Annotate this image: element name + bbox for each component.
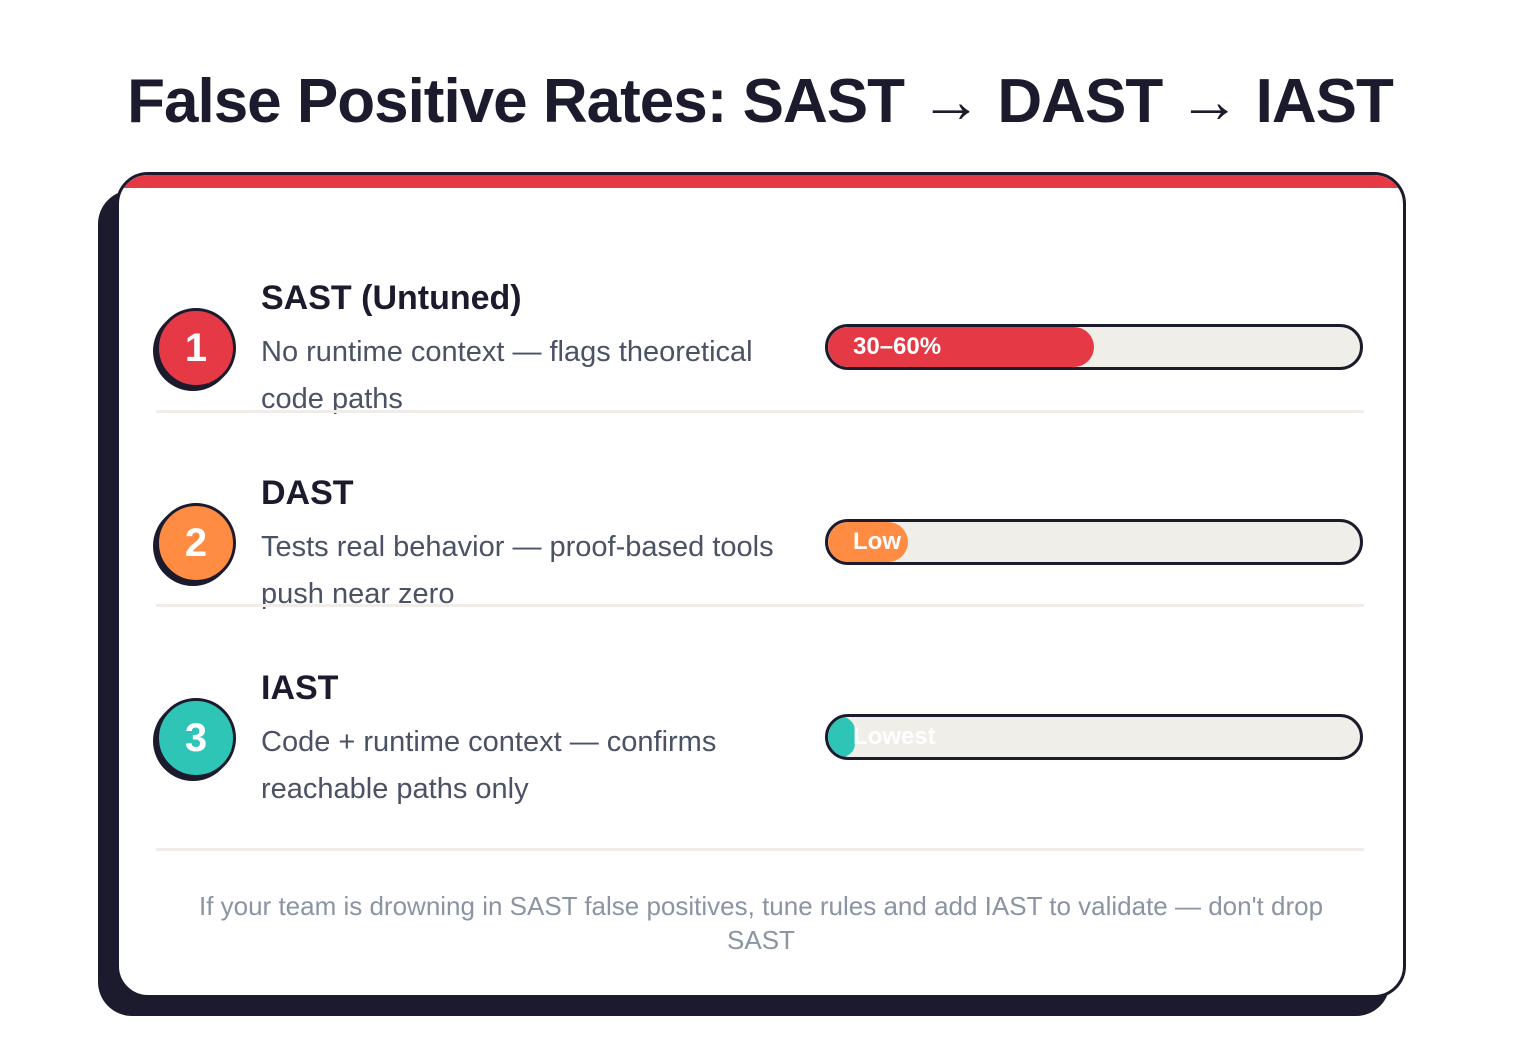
rate-label: Low — [853, 528, 901, 555]
divider — [156, 410, 1364, 413]
rate-fill — [828, 327, 1094, 367]
rate-bar: Low — [825, 519, 1363, 565]
accent-bar — [119, 175, 1403, 188]
row-title: IAST — [261, 669, 339, 707]
rate-label: 30–60% — [853, 333, 942, 360]
row-dast: 2 DAST Tests real behavior — proof-based… — [119, 406, 1403, 610]
rate-bar: Lowest — [825, 714, 1363, 760]
rate-bar: 30–60% — [825, 324, 1363, 370]
footer-note: If your team is drowning in SAST false p… — [198, 891, 1324, 955]
rate-label: Lowest — [853, 723, 936, 750]
step-badge: 2 — [156, 503, 236, 583]
row-sast: 1 SAST (Untuned) No runtime context — fl… — [119, 211, 1403, 415]
rate-fill — [828, 717, 855, 757]
step-badge: 1 — [156, 308, 236, 388]
comparison-card: 1 SAST (Untuned) No runtime context — fl… — [116, 172, 1406, 998]
page-title: False Positive Rates: SAST → DAST → IAST — [127, 67, 1394, 136]
row-title: SAST (Untuned) — [261, 279, 522, 317]
rate-fill — [828, 522, 908, 562]
row-description: No runtime context — flags theoretical c… — [261, 336, 753, 415]
step-badge: 3 — [156, 698, 236, 778]
row-title: DAST — [261, 474, 354, 512]
row-iast: 3 IAST Code + runtime context — confirms… — [119, 601, 1403, 805]
divider — [156, 604, 1364, 607]
divider — [156, 848, 1364, 851]
row-description: Code + runtime context — confirms reacha… — [261, 726, 717, 805]
